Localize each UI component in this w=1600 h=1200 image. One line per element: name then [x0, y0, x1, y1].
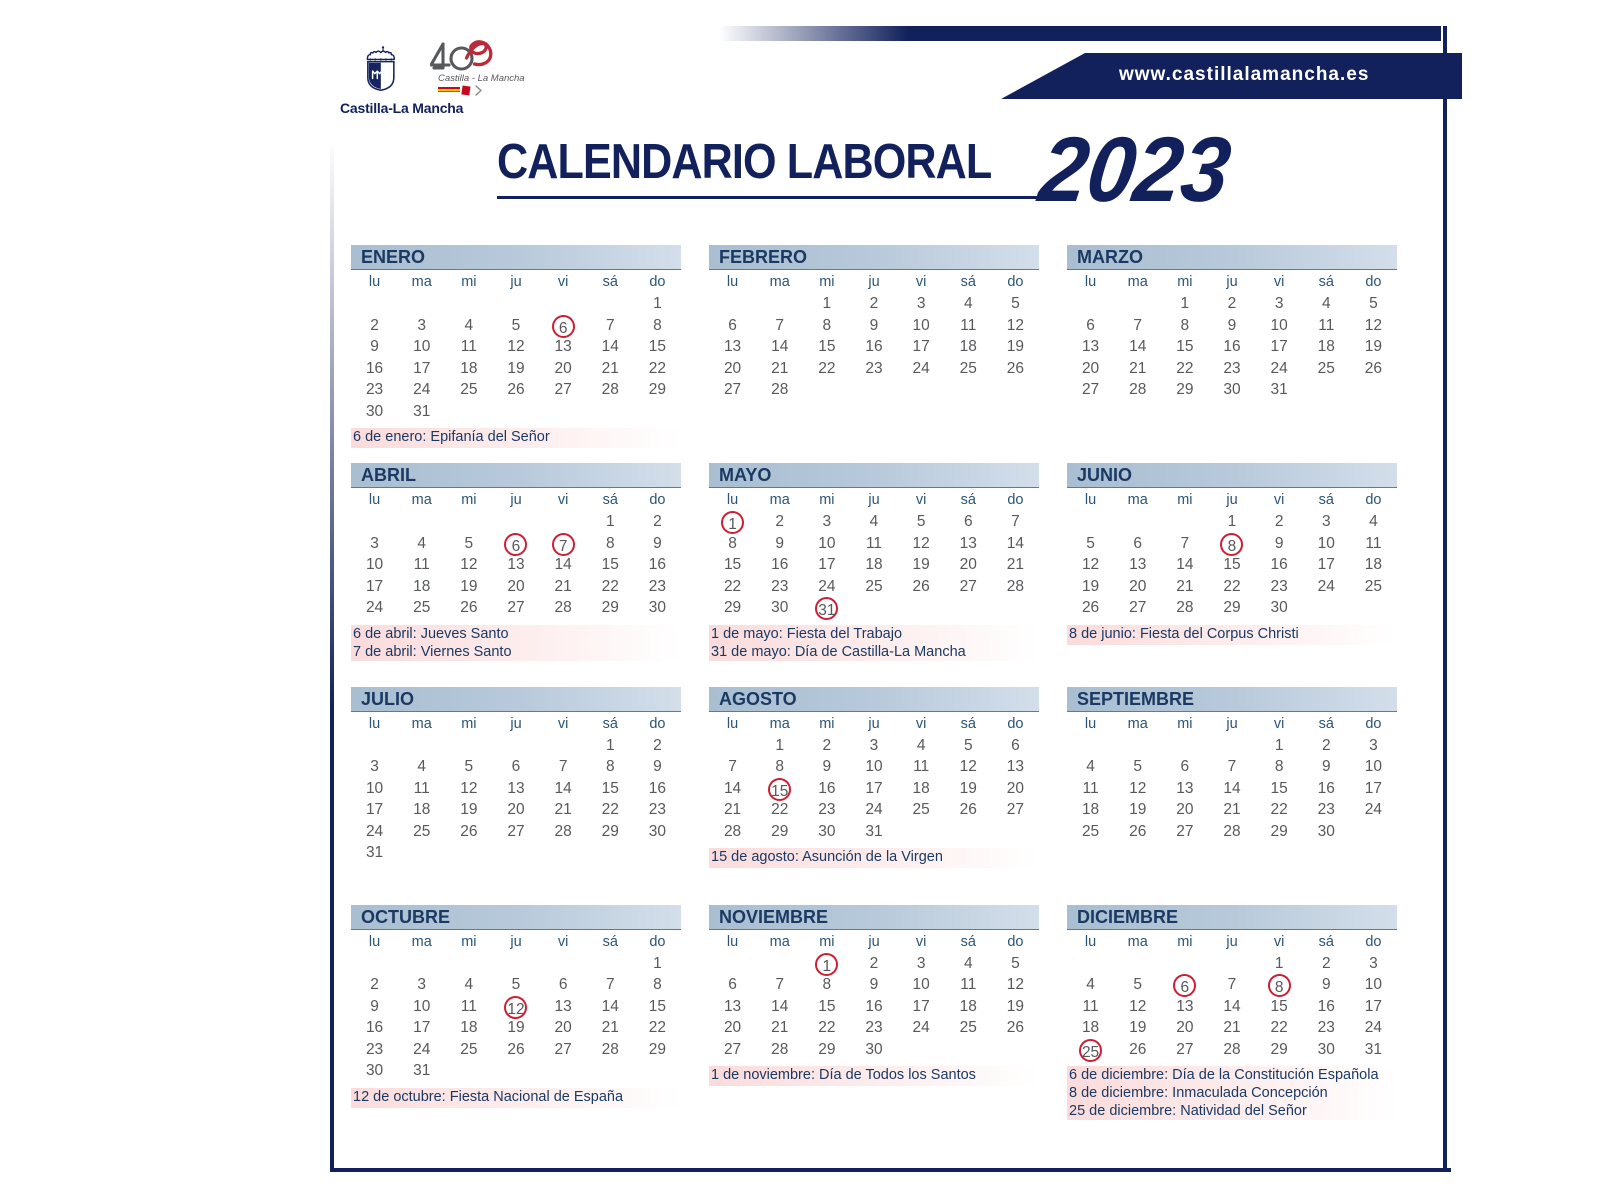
svg-text:Castilla - La Mancha: Castilla - La Mancha [438, 73, 525, 84]
